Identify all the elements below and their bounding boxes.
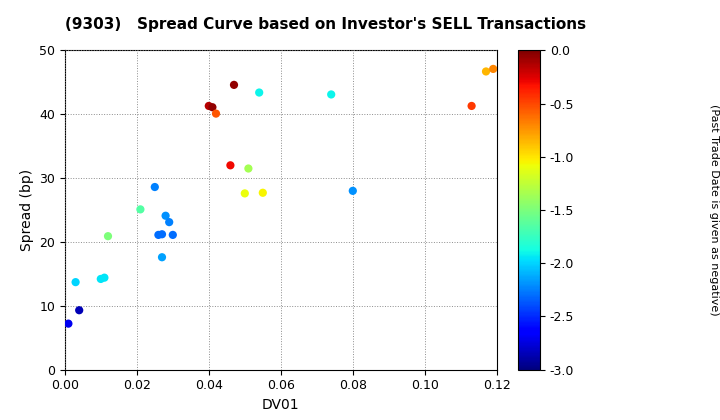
Point — [243, 165, 254, 172]
Point — [95, 276, 107, 282]
Point — [325, 91, 337, 98]
Point — [210, 110, 222, 117]
Point — [487, 66, 499, 72]
Point — [257, 189, 269, 196]
Y-axis label: Time in years between 5/16/2025 and Trade Date
(Past Trade Date is given as nega: Time in years between 5/16/2025 and Trad… — [709, 72, 720, 348]
Point — [253, 89, 265, 96]
Point — [347, 187, 359, 194]
Point — [167, 231, 179, 238]
Point — [135, 206, 146, 213]
X-axis label: DV01: DV01 — [262, 398, 300, 412]
Point — [99, 274, 110, 281]
Point — [160, 213, 171, 219]
Text: (9303)   Spread Curve based on Investor's SELL Transactions: (9303) Spread Curve based on Investor's … — [65, 17, 586, 32]
Point — [156, 231, 168, 238]
Point — [163, 219, 175, 226]
Point — [207, 104, 218, 110]
Point — [203, 102, 215, 109]
Point — [156, 254, 168, 260]
Point — [73, 307, 85, 314]
Point — [153, 231, 164, 238]
Point — [466, 102, 477, 109]
Point — [102, 233, 114, 239]
Point — [225, 162, 236, 169]
Point — [63, 320, 74, 327]
Y-axis label: Spread (bp): Spread (bp) — [19, 169, 34, 251]
Point — [239, 190, 251, 197]
Point — [228, 81, 240, 88]
Point — [70, 279, 81, 286]
Point — [149, 184, 161, 190]
Point — [480, 68, 492, 75]
